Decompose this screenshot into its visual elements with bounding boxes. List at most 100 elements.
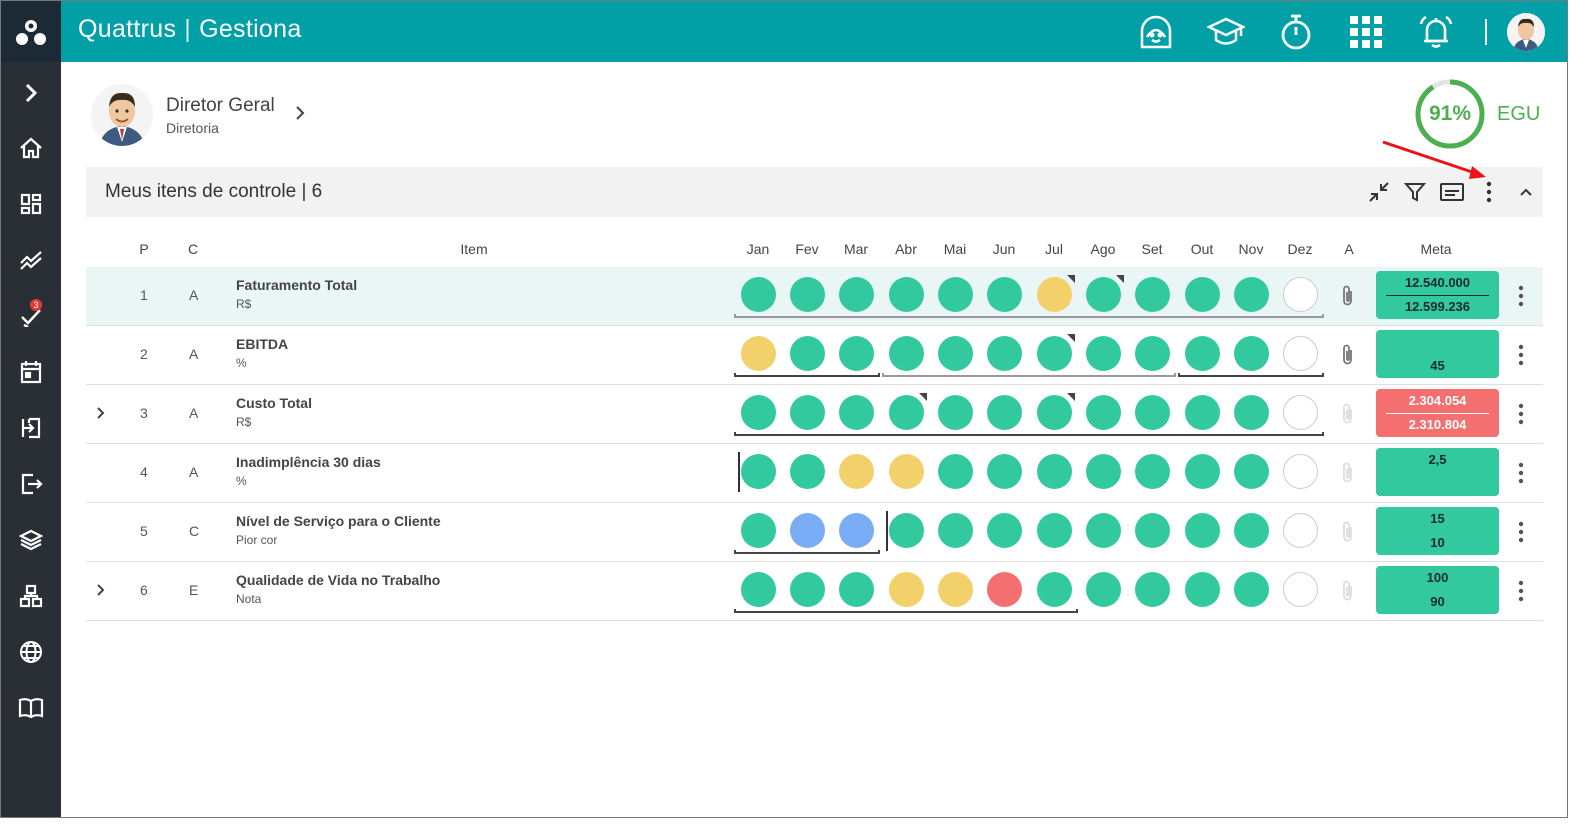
status-dot-out[interactable] [1185, 513, 1220, 548]
status-dot-out[interactable] [1185, 277, 1220, 312]
status-dot-ago[interactable] [1086, 513, 1121, 548]
status-dot-ago[interactable] [1086, 336, 1121, 371]
home-icon[interactable] [1, 126, 61, 170]
status-dot-abr[interactable] [889, 513, 924, 548]
status-dot-nov[interactable] [1234, 454, 1269, 489]
status-dot-mai[interactable] [938, 513, 973, 548]
status-dot-mar[interactable] [839, 395, 874, 430]
item-name[interactable]: Qualidade de Vida no Trabalho [236, 572, 441, 588]
row-more-options-icon[interactable] [1511, 343, 1531, 367]
status-dot-jun[interactable] [987, 513, 1022, 548]
status-dot-nov[interactable] [1234, 572, 1269, 607]
status-dot-jan[interactable] [741, 277, 776, 312]
status-dot-dez[interactable] [1283, 336, 1318, 371]
profile-header[interactable]: Diretor Geral Diretoria [91, 84, 305, 146]
layers-icon[interactable] [1, 518, 61, 562]
status-dot-fev[interactable] [790, 454, 825, 489]
status-dot-ago[interactable] [1086, 395, 1121, 430]
item-name[interactable]: EBITDA [236, 336, 289, 352]
status-dot-jul[interactable] [1037, 275, 1075, 312]
attachment-icon[interactable] [1341, 462, 1355, 489]
table-row[interactable]: 6 E Qualidade de Vida no Trabalho Nota 100 90 [86, 562, 1543, 621]
table-row[interactable]: 3 A Custo Total R$ 2.304.054 2.310.804 [86, 385, 1543, 444]
attachment-icon[interactable] [1341, 580, 1355, 607]
logout-icon[interactable] [1, 462, 61, 506]
status-dot-dez[interactable] [1283, 395, 1318, 430]
status-dot-dez[interactable] [1283, 572, 1318, 607]
status-dot-nov[interactable] [1234, 513, 1269, 548]
status-dot-dez[interactable] [1283, 513, 1318, 548]
calendar-icon[interactable] [1, 350, 61, 394]
expand-sidebar-icon[interactable] [1, 71, 61, 115]
user-avatar[interactable] [1507, 12, 1545, 51]
status-dot-nov[interactable] [1234, 336, 1269, 371]
status-dot-set[interactable] [1135, 395, 1170, 430]
attachment-icon[interactable] [1341, 344, 1355, 371]
status-dot-jul[interactable] [1037, 513, 1072, 548]
status-dot-abr[interactable] [889, 277, 924, 312]
row-more-options-icon[interactable] [1511, 520, 1531, 544]
status-dot-ago[interactable] [1086, 275, 1124, 312]
status-dot-fev[interactable] [790, 513, 825, 548]
dashboard-icon[interactable] [1, 182, 61, 226]
status-dot-abr[interactable] [889, 393, 927, 430]
row-more-options-icon[interactable] [1511, 402, 1531, 426]
meta-box[interactable]: 15 10 [1376, 507, 1499, 555]
status-dot-out[interactable] [1185, 336, 1220, 371]
status-dot-mai[interactable] [938, 572, 973, 607]
tasks-check-icon[interactable]: 3 [1, 294, 61, 338]
meta-box[interactable]: 2,5 [1376, 448, 1499, 496]
egu-indicator[interactable]: 91% EGU [1414, 78, 1540, 150]
status-dot-jan[interactable] [741, 454, 776, 489]
status-dot-jul[interactable] [1037, 454, 1072, 489]
status-dot-fev[interactable] [790, 336, 825, 371]
status-dot-nov[interactable] [1234, 395, 1269, 430]
status-dot-set[interactable] [1135, 572, 1170, 607]
status-dot-jun[interactable] [987, 572, 1022, 607]
col-item[interactable]: Item [460, 241, 488, 257]
support-icon[interactable] [1121, 1, 1191, 62]
meta-box[interactable]: 45 [1376, 330, 1499, 378]
row-more-options-icon[interactable] [1511, 461, 1531, 485]
status-dot-jan[interactable] [741, 513, 776, 548]
status-dot-jul[interactable] [1037, 334, 1075, 371]
col-p[interactable]: P [139, 241, 149, 257]
collapse-arrows-icon[interactable] [1366, 179, 1392, 205]
quattrus-logo[interactable] [1, 1, 61, 62]
graduation-cap-icon[interactable] [1191, 1, 1261, 62]
status-dot-out[interactable] [1185, 572, 1220, 607]
status-dot-set[interactable] [1135, 336, 1170, 371]
status-dot-jun[interactable] [987, 395, 1022, 430]
status-dot-jun[interactable] [987, 277, 1022, 312]
filter-icon[interactable] [1402, 179, 1428, 205]
expand-row-icon[interactable] [96, 582, 110, 598]
attachment-icon[interactable] [1341, 403, 1355, 430]
status-dot-mai[interactable] [938, 454, 973, 489]
status-dot-jul[interactable] [1037, 393, 1075, 430]
attachment-icon[interactable] [1341, 521, 1355, 548]
status-dot-ago[interactable] [1086, 454, 1121, 489]
expand-row-icon[interactable] [96, 405, 110, 421]
status-dot-fev[interactable] [790, 395, 825, 430]
subtitles-icon[interactable] [1438, 179, 1466, 205]
status-dot-jun[interactable] [987, 336, 1022, 371]
status-dot-mar[interactable] [839, 572, 874, 607]
book-icon[interactable] [1, 686, 61, 730]
globe-icon[interactable] [1, 630, 61, 674]
status-dot-jan[interactable] [741, 395, 776, 430]
status-dot-abr[interactable] [889, 336, 924, 371]
status-dot-abr[interactable] [889, 454, 924, 489]
status-dot-mai[interactable] [938, 336, 973, 371]
status-dot-jun[interactable] [987, 454, 1022, 489]
status-dot-jan[interactable] [741, 336, 776, 371]
collapse-section-icon[interactable] [1513, 179, 1539, 205]
table-row[interactable]: 2 A EBITDA% 45 [86, 326, 1543, 385]
more-options-icon[interactable] [1476, 179, 1502, 205]
attachment-icon[interactable] [1341, 285, 1355, 312]
trend-chart-icon[interactable] [1, 238, 61, 282]
status-dot-mai[interactable] [938, 395, 973, 430]
table-row[interactable]: 4 A Inadimplência 30 dias% 2,5 [86, 444, 1543, 503]
status-dot-mar[interactable] [839, 336, 874, 371]
meta-box[interactable]: 100 90 [1376, 566, 1499, 614]
status-dot-dez[interactable] [1283, 277, 1318, 312]
